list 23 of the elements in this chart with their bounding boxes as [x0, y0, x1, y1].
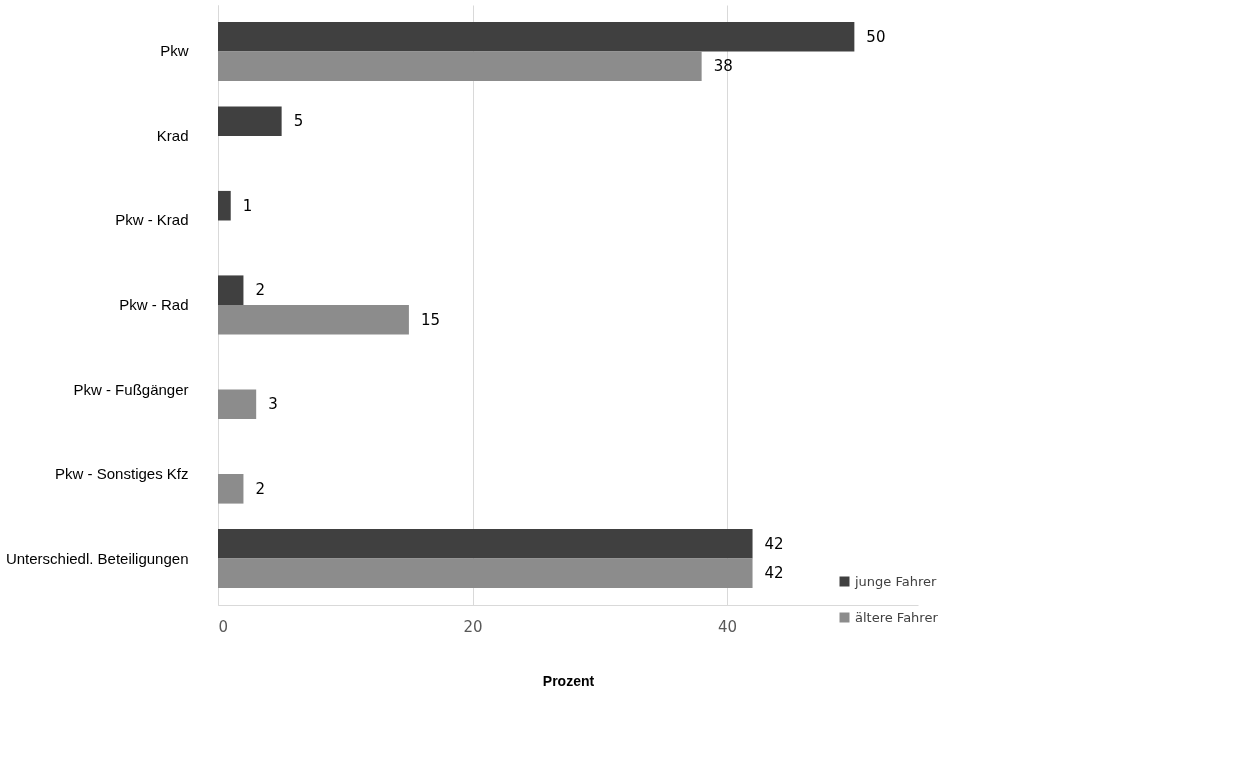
x-tick-label: 0	[218, 617, 229, 636]
data-label: 5	[293, 112, 304, 131]
data-label: 1	[242, 196, 253, 215]
legend-label: ältere Fahrer	[855, 609, 939, 625]
legend-label: junge Fahrer	[854, 573, 938, 589]
data-label: 15	[420, 310, 440, 329]
y-tick-label: Pkw - Rad	[119, 296, 189, 313]
data-label: 50	[866, 27, 886, 46]
y-tick-label: Pkw	[160, 42, 189, 60]
data-label: 38	[713, 57, 733, 76]
data-label: 42	[764, 534, 784, 553]
data-label: 3	[268, 395, 278, 414]
x-tick-label: 40	[718, 617, 738, 636]
y-tick-label: Pkw - Krad	[115, 211, 189, 229]
data-label: 2	[255, 281, 265, 300]
x-axis-title: Prozent	[542, 672, 595, 689]
data-label: 2	[255, 479, 265, 498]
y-tick-label: Pkw - Fußgänger	[73, 380, 189, 398]
y-tick-label: Krad	[156, 126, 189, 144]
data-label: 42	[764, 564, 784, 583]
y-tick-label: Pkw - Sonstiges Kfz	[55, 465, 189, 483]
x-tick-label: 20	[463, 617, 483, 636]
y-tick-label: Unterschiedl. Beteiligungen	[5, 549, 189, 567]
